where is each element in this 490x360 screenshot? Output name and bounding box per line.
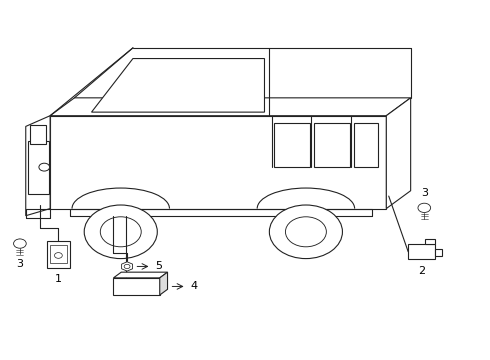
Bar <box>425 239 435 244</box>
Polygon shape <box>114 272 168 278</box>
Polygon shape <box>50 98 411 116</box>
Text: 1: 1 <box>55 274 62 284</box>
Text: 3: 3 <box>421 188 428 198</box>
Text: 4: 4 <box>191 282 197 292</box>
Bar <box>274 123 310 167</box>
Polygon shape <box>386 98 411 208</box>
Bar <box>114 278 160 295</box>
Polygon shape <box>160 272 168 295</box>
Bar <box>117 283 126 292</box>
Bar <box>435 249 442 256</box>
Bar <box>354 123 377 167</box>
Circle shape <box>39 163 49 171</box>
Circle shape <box>54 253 62 258</box>
Circle shape <box>14 239 26 248</box>
Circle shape <box>84 205 157 258</box>
Circle shape <box>124 264 130 269</box>
Bar <box>28 141 49 194</box>
Bar <box>314 123 350 167</box>
Bar <box>47 241 70 267</box>
Bar <box>408 244 435 259</box>
Circle shape <box>270 205 343 258</box>
Bar <box>130 283 139 292</box>
Polygon shape <box>92 59 265 112</box>
Text: 5: 5 <box>155 261 162 271</box>
Circle shape <box>418 203 431 212</box>
Circle shape <box>100 217 141 247</box>
Circle shape <box>286 217 326 247</box>
Bar <box>30 125 46 144</box>
Bar <box>143 283 151 292</box>
Polygon shape <box>122 262 133 271</box>
Bar <box>50 246 67 263</box>
Polygon shape <box>26 116 50 216</box>
Text: 2: 2 <box>418 266 425 276</box>
Text: 3: 3 <box>16 258 24 269</box>
Polygon shape <box>50 116 386 208</box>
